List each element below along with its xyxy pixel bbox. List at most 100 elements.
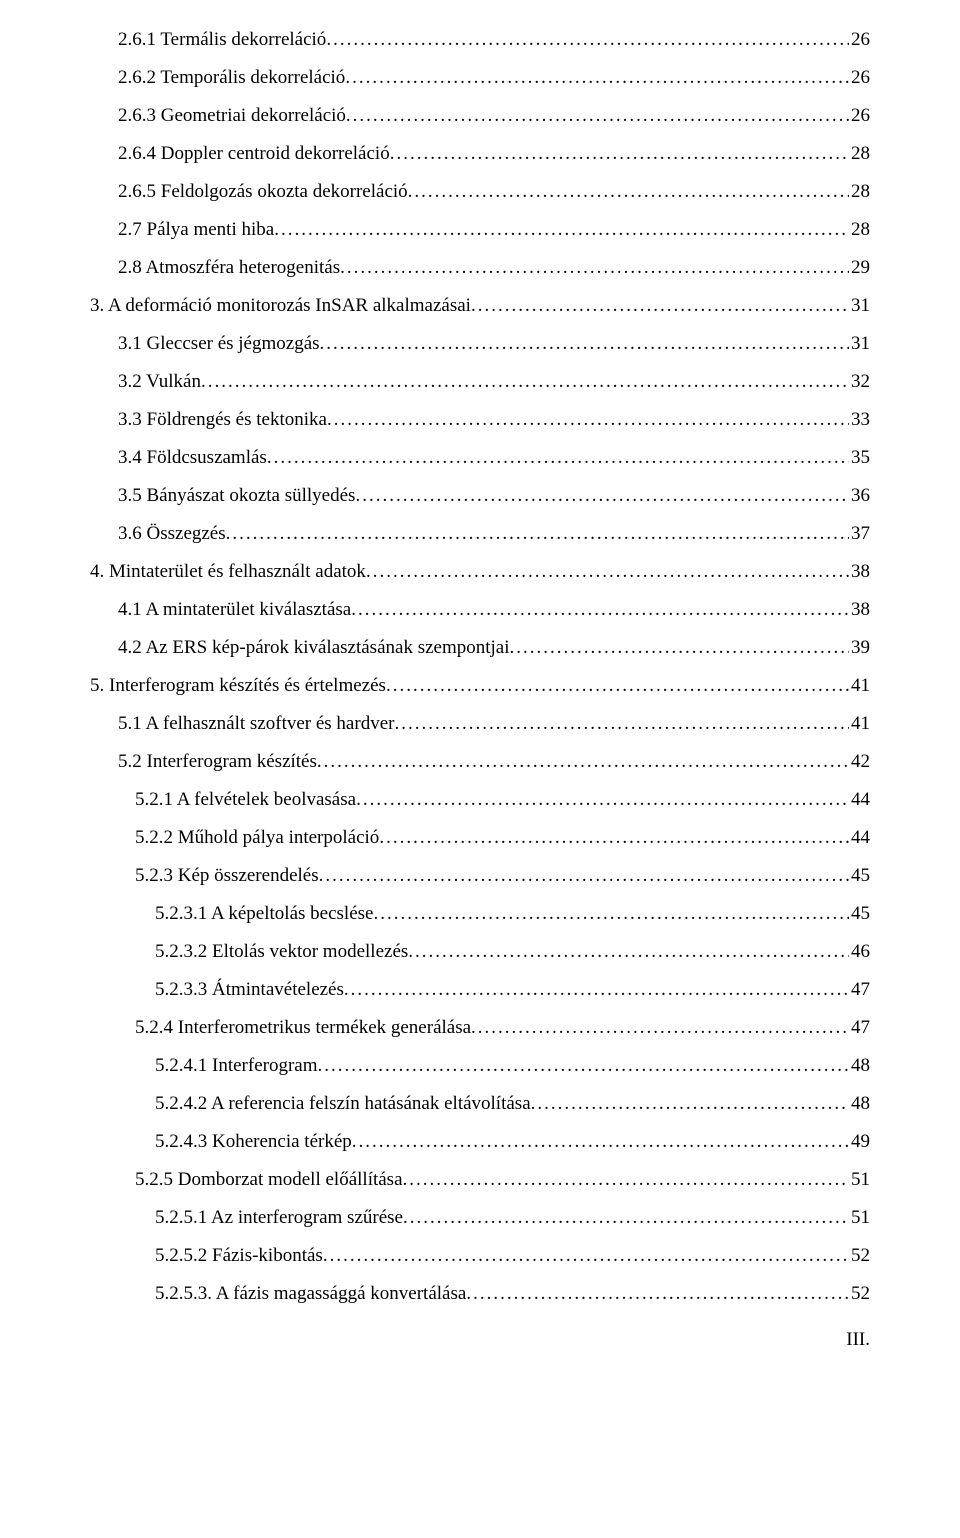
toc-leader-dots xyxy=(408,942,849,961)
toc-leader-dots xyxy=(326,30,849,49)
toc-entry-title: 5.2.5.3. A fázis magassággá konvertálása xyxy=(155,1284,466,1303)
toc-leader-dots xyxy=(355,486,849,505)
toc-row: 2.6.1 Termális dekorreláció 26 xyxy=(90,30,870,49)
toc-entry-page: 35 xyxy=(849,448,870,467)
toc-leader-dots xyxy=(531,1094,849,1113)
toc-entry-title: 5.2.4.1 Interferogram xyxy=(155,1056,318,1075)
toc-entry-title: 5.2.2 Műhold pálya interpoláció xyxy=(135,828,379,847)
toc-leader-dots xyxy=(323,1246,849,1265)
toc-leader-dots xyxy=(403,1170,849,1189)
toc-leader-dots xyxy=(471,296,849,315)
toc-entry-page: 47 xyxy=(849,980,870,999)
toc-row: 5.2.1 A felvételek beolvasása44 xyxy=(90,790,870,809)
toc-leader-dots xyxy=(373,904,849,923)
page-number-footer: III. xyxy=(90,1329,870,1351)
toc-entry-title: 5.2.3.2 Eltolás vektor modellezés xyxy=(155,942,408,961)
toc-entry-title: 4.1 A mintaterület kiválasztása xyxy=(118,600,351,619)
toc-entry-page: 52 xyxy=(849,1284,870,1303)
toc-entry-title: 5.2.5 Domborzat modell előállítása xyxy=(135,1170,403,1189)
toc-entry-page: 38 xyxy=(849,562,870,581)
toc-entry-page: 26 xyxy=(849,106,870,125)
toc-row: 5.2.4.2 A referencia felszín hatásának e… xyxy=(90,1094,870,1113)
toc-entry-page: 45 xyxy=(849,866,870,885)
toc-entry-title: 5.2 Interferogram készítés xyxy=(118,752,317,771)
toc-leader-dots xyxy=(403,1208,849,1227)
toc-entry-page: 44 xyxy=(849,828,870,847)
toc-leader-dots xyxy=(317,752,849,771)
toc-entry-page: 36 xyxy=(849,486,870,505)
toc-entry-title: 4. Mintaterület és felhasznált adatok xyxy=(90,562,366,581)
toc-entry-page: 39 xyxy=(849,638,870,657)
toc-entry-page: 37 xyxy=(849,524,870,543)
toc-entry-page: 47 xyxy=(849,1018,870,1037)
toc-entry-title: 2.6.3 Geometriai dekorreláció xyxy=(118,106,346,125)
toc-row: 5.2.3.1 A képeltolás becslése45 xyxy=(90,904,870,923)
toc-entry-title: 2.8 Atmoszféra heterogenitás xyxy=(118,258,340,277)
toc-row: 4.1 A mintaterület kiválasztása38 xyxy=(90,600,870,619)
toc-row: 3.6 Összegzés37 xyxy=(90,524,870,543)
toc-row: 3.4 Földcsuszamlás 35 xyxy=(90,448,870,467)
toc-entry-title: 2.6.1 Termális dekorreláció xyxy=(118,30,326,49)
toc-leader-dots xyxy=(319,866,849,885)
toc-row: 5.2.4 Interferometrikus termékek generál… xyxy=(90,1018,870,1037)
toc-entry-page: 26 xyxy=(849,68,870,87)
toc-entry-page: 28 xyxy=(849,182,870,201)
toc-row: 2.6.3 Geometriai dekorreláció 26 xyxy=(90,106,870,125)
toc-leader-dots xyxy=(366,562,849,581)
toc-row: 2.7 Pálya menti hiba 28 xyxy=(90,220,870,239)
toc-row: 3. A deformáció monitorozás InSAR alkalm… xyxy=(90,296,870,315)
toc-entry-page: 29 xyxy=(849,258,870,277)
toc-leader-dots xyxy=(267,448,849,467)
toc-leader-dots xyxy=(386,676,849,695)
toc-entry-page: 31 xyxy=(849,334,870,353)
toc-entry-title: 5.2.3.3 Átmintavételezés xyxy=(155,980,344,999)
toc-row: 5.2.4.1 Interferogram 48 xyxy=(90,1056,870,1075)
toc-row: 5.2.2 Műhold pálya interpoláció 44 xyxy=(90,828,870,847)
toc-leader-dots xyxy=(466,1284,849,1303)
toc-row: 5.2.4.3 Koherencia térkép49 xyxy=(90,1132,870,1151)
toc-leader-dots xyxy=(320,334,849,353)
toc-entry-title: 3.5 Bányászat okozta süllyedés xyxy=(118,486,355,505)
toc-entry-page: 33 xyxy=(849,410,870,429)
toc-entry-page: 31 xyxy=(849,296,870,315)
toc-leader-dots xyxy=(340,258,849,277)
table-of-contents: 2.6.1 Termális dekorreláció262.6.2 Tempo… xyxy=(90,30,870,1303)
toc-entry-title: 2.6.4 Doppler centroid dekorreláció xyxy=(118,144,390,163)
toc-leader-dots xyxy=(344,980,849,999)
toc-leader-dots xyxy=(352,1132,849,1151)
toc-entry-title: 3.3 Földrengés és tektonika xyxy=(118,410,327,429)
toc-row: 2.6.5 Feldolgozás okozta dekorreláció 28 xyxy=(90,182,870,201)
toc-entry-page: 48 xyxy=(849,1056,870,1075)
toc-entry-page: 28 xyxy=(849,144,870,163)
toc-row: 4. Mintaterület és felhasznált adatok 38 xyxy=(90,562,870,581)
toc-entry-page: 46 xyxy=(849,942,870,961)
toc-row: 2.6.2 Temporális dekorreláció26 xyxy=(90,68,870,87)
toc-row: 5.2.5.3. A fázis magassággá konvertálása… xyxy=(90,1284,870,1303)
toc-entry-page: 26 xyxy=(849,30,870,49)
toc-row: 3.5 Bányászat okozta süllyedés 36 xyxy=(90,486,870,505)
toc-entry-page: 28 xyxy=(849,220,870,239)
toc-entry-page: 44 xyxy=(849,790,870,809)
toc-leader-dots xyxy=(379,828,849,847)
toc-entry-title: 2.7 Pálya menti hiba xyxy=(118,220,274,239)
toc-entry-page: 51 xyxy=(849,1208,870,1227)
toc-leader-dots xyxy=(346,106,849,125)
toc-entry-page: 48 xyxy=(849,1094,870,1113)
toc-entry-title: 2.6.5 Feldolgozás okozta dekorreláció xyxy=(118,182,408,201)
toc-row: 5.2.3 Kép összerendelés 45 xyxy=(90,866,870,885)
toc-entry-page: 45 xyxy=(849,904,870,923)
toc-entry-title: 3. A deformáció monitorozás InSAR alkalm… xyxy=(90,296,471,315)
toc-row: 5. Interferogram készítés és értelmezés4… xyxy=(90,676,870,695)
toc-entry-title: 4.2 Az ERS kép-párok kiválasztásának sze… xyxy=(118,638,510,657)
toc-entry-title: 3.4 Földcsuszamlás xyxy=(118,448,267,467)
toc-entry-title: 5.2.3 Kép összerendelés xyxy=(135,866,319,885)
toc-leader-dots xyxy=(356,790,849,809)
toc-row: 5.2.5.1 Az interferogram szűrése 51 xyxy=(90,1208,870,1227)
toc-entry-title: 5.2.5.1 Az interferogram szűrése xyxy=(155,1208,403,1227)
toc-row: 2.8 Atmoszféra heterogenitás 29 xyxy=(90,258,870,277)
toc-row: 5.2.3.2 Eltolás vektor modellezés 46 xyxy=(90,942,870,961)
toc-entry-page: 51 xyxy=(849,1170,870,1189)
toc-entry-page: 32 xyxy=(849,372,870,391)
toc-row: 2.6.4 Doppler centroid dekorreláció 28 xyxy=(90,144,870,163)
toc-leader-dots xyxy=(471,1018,849,1037)
